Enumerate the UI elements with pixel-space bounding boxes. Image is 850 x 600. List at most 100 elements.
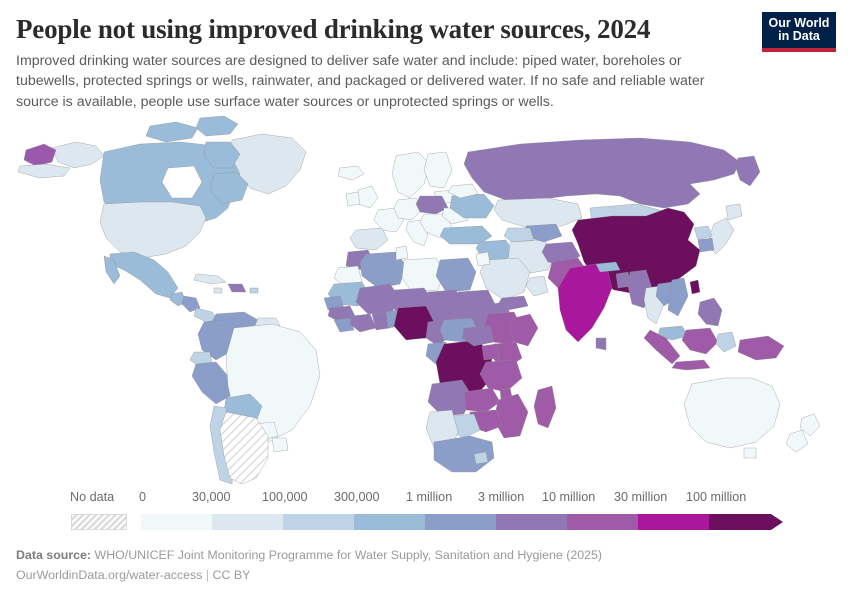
- country-borneo[interactable]: [682, 328, 718, 354]
- legend-tick-5: 3 million: [478, 490, 525, 504]
- legend-bin-6[interactable]: [567, 514, 638, 530]
- country-turkmenistan[interactable]: [504, 228, 534, 242]
- country-mexico[interactable]: [110, 252, 178, 298]
- country-canada-arctic-1[interactable]: [146, 122, 198, 142]
- country-alaska-region[interactable]: [24, 144, 56, 166]
- legend-bin-8[interactable]: [709, 514, 771, 530]
- country-java[interactable]: [672, 360, 710, 370]
- country-iceland[interactable]: [338, 166, 364, 180]
- country-madagascar[interactable]: [534, 386, 556, 428]
- legend-bin-5[interactable]: [496, 514, 567, 530]
- footer-link-line: OurWorldinData.org/water-access | CC BY: [16, 566, 816, 585]
- footer-url[interactable]: OurWorldinData.org/water-access: [16, 568, 203, 583]
- owid-logo-line2: in Data: [778, 29, 820, 43]
- country-norway-sweden[interactable]: [392, 152, 430, 198]
- legend-bin-4[interactable]: [425, 514, 496, 530]
- country-kazakhstan[interactable]: [494, 198, 582, 228]
- country-hudson-bay: [162, 166, 202, 198]
- country-uganda[interactable]: [482, 344, 500, 360]
- country-colombia[interactable]: [198, 320, 234, 360]
- legend-bin-2[interactable]: [283, 514, 354, 530]
- owid-logo-line1: Our World: [768, 15, 830, 30]
- country-oman[interactable]: [526, 276, 548, 296]
- legend-bin-7[interactable]: [638, 514, 709, 530]
- country-tanzania[interactable]: [480, 360, 522, 392]
- country-india[interactable]: [558, 264, 612, 342]
- country-ghana[interactable]: [372, 312, 390, 330]
- page-title: People not using improved drinking water…: [16, 14, 651, 44]
- country-turkey[interactable]: [440, 226, 492, 244]
- country-sumatra[interactable]: [644, 330, 680, 364]
- country-uk[interactable]: [358, 186, 378, 208]
- country-russia-kamchatka[interactable]: [736, 156, 760, 186]
- country-argentina[interactable]: [220, 412, 268, 484]
- country-papua-new-guinea[interactable]: [738, 336, 784, 360]
- country-tunisia[interactable]: [396, 246, 408, 260]
- country-ukraine[interactable]: [450, 194, 494, 218]
- legend-tick-3: 300,000: [334, 490, 380, 504]
- country-north-korea[interactable]: [694, 226, 712, 240]
- country-ireland[interactable]: [346, 192, 360, 206]
- country-alaska[interactable]: [52, 142, 104, 168]
- country-united-states[interactable]: [100, 202, 206, 258]
- country-tasmania[interactable]: [744, 448, 756, 458]
- country-saudi-arabia[interactable]: [480, 258, 530, 300]
- country-sulawesi[interactable]: [716, 332, 736, 352]
- legend-tick-labels: No data 0 30,000 100,000 300,000 1 milli…: [0, 490, 850, 508]
- country-somalia[interactable]: [510, 314, 538, 346]
- country-mozambique[interactable]: [494, 394, 528, 438]
- country-hispaniola[interactable]: [228, 284, 246, 292]
- legend-bin-3[interactable]: [354, 514, 425, 530]
- country-zambia[interactable]: [464, 388, 500, 412]
- country-cuba[interactable]: [194, 274, 226, 284]
- country-jamaica[interactable]: [214, 288, 222, 293]
- footer-separator: |: [205, 568, 210, 583]
- map-countries: [18, 116, 820, 484]
- owid-logo[interactable]: Our World in Data: [762, 12, 836, 52]
- world-choropleth-map[interactable]: [0, 112, 850, 484]
- country-honduras-nicaragua[interactable]: [182, 296, 200, 312]
- country-russia[interactable]: [464, 138, 740, 208]
- country-lesotho[interactable]: [474, 452, 488, 464]
- country-spain-portugal[interactable]: [350, 228, 388, 250]
- country-philippines[interactable]: [698, 298, 722, 326]
- chart-header: People not using improved drinking water…: [16, 14, 756, 112]
- legend-bin-1[interactable]: [212, 514, 283, 530]
- country-australia[interactable]: [684, 378, 780, 448]
- country-alaska-peninsula[interactable]: [18, 164, 70, 178]
- footer-source-prefix: Data source:: [16, 548, 92, 562]
- country-libya[interactable]: [402, 258, 444, 292]
- footer-license[interactable]: CC BY: [212, 568, 251, 583]
- legend-color-bar: [0, 512, 850, 532]
- legend-overflow-arrow: [771, 514, 783, 530]
- country-israel-jordan[interactable]: [476, 252, 490, 266]
- country-puerto-rico[interactable]: [250, 288, 258, 293]
- country-angola[interactable]: [428, 380, 472, 416]
- country-south-sudan[interactable]: [462, 326, 494, 346]
- legend-tick-7: 30 million: [614, 490, 668, 504]
- country-finland[interactable]: [424, 152, 452, 188]
- legend-no-data-swatch[interactable]: [71, 514, 127, 530]
- country-sri-lanka[interactable]: [596, 338, 606, 350]
- country-belarus[interactable]: [448, 184, 478, 198]
- country-canada-baffin[interactable]: [204, 142, 240, 168]
- chart-subtitle: Improved drinking water sources are desi…: [16, 53, 705, 110]
- country-canada-arctic-2[interactable]: [196, 116, 238, 136]
- country-egypt[interactable]: [436, 258, 476, 292]
- legend-tick-2: 100,000: [262, 490, 308, 504]
- country-taiwan[interactable]: [690, 280, 700, 294]
- legend-bin-0[interactable]: [141, 514, 212, 530]
- country-new-zealand[interactable]: [800, 414, 820, 436]
- country-japan-north[interactable]: [726, 204, 742, 220]
- country-sierra-leone-liberia[interactable]: [334, 318, 354, 332]
- country-ivory-coast[interactable]: [350, 314, 376, 332]
- country-peru[interactable]: [192, 362, 230, 404]
- country-canada-labrador[interactable]: [210, 172, 248, 204]
- country-vietnam[interactable]: [668, 278, 688, 316]
- country-nepal[interactable]: [596, 262, 620, 272]
- country-germany[interactable]: [394, 198, 422, 220]
- country-new-zealand-south[interactable]: [786, 430, 808, 452]
- country-uruguay[interactable]: [272, 438, 288, 452]
- country-baja[interactable]: [104, 256, 120, 284]
- country-south-korea[interactable]: [698, 238, 714, 252]
